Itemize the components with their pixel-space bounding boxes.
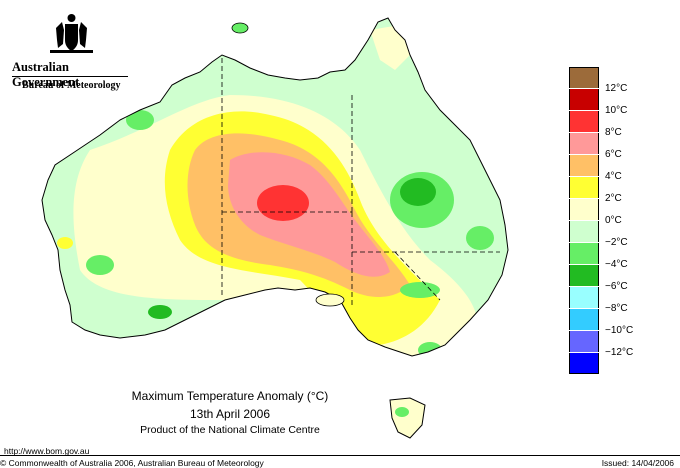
legend-label: −12°C bbox=[605, 347, 634, 358]
legend-swatch bbox=[569, 111, 599, 132]
footer-divider bbox=[0, 455, 680, 456]
cool-patch-victoria bbox=[418, 342, 442, 356]
tiwi-islands bbox=[231, 22, 249, 34]
legend-swatch bbox=[569, 353, 599, 374]
legend-label: −8°C bbox=[605, 303, 628, 314]
issued-date: Issued: 14/04/2006 bbox=[601, 458, 674, 468]
map-product-credit: Product of the National Climate Centre bbox=[140, 424, 320, 436]
legend-label: 4°C bbox=[605, 171, 622, 182]
anomaly-band-6-to-8 bbox=[228, 152, 390, 277]
legend-label: −2°C bbox=[605, 237, 628, 248]
legend-label: 10°C bbox=[605, 105, 628, 116]
cool-patch-west bbox=[86, 255, 114, 275]
legend-label: −4°C bbox=[605, 259, 628, 270]
legend-label: 2°C bbox=[605, 193, 622, 204]
legend-label: −6°C bbox=[605, 281, 628, 292]
government-title: Australian Government bbox=[12, 60, 80, 89]
cape-york-band bbox=[370, 25, 410, 70]
header-divider bbox=[12, 76, 128, 77]
legend-label: 0°C bbox=[605, 215, 622, 226]
legend-swatch bbox=[569, 309, 599, 330]
cool-patch-southeast bbox=[400, 282, 440, 298]
legend-swatch bbox=[569, 287, 599, 308]
legend-swatch bbox=[569, 67, 599, 88]
legend-swatch bbox=[569, 155, 599, 176]
legend-label: 6°C bbox=[605, 149, 622, 160]
website-link[interactable]: http://www.bom.gov.au bbox=[4, 446, 90, 456]
legend-label: 12°C bbox=[605, 83, 628, 94]
legend-swatch bbox=[569, 177, 599, 198]
legend-swatch bbox=[569, 221, 599, 242]
kangaroo-island bbox=[315, 293, 345, 307]
tasmania-outline bbox=[389, 397, 426, 439]
map-date: 13th April 2006 bbox=[189, 407, 271, 421]
cool-patch-coast bbox=[466, 226, 494, 250]
legend-label: 8°C bbox=[605, 127, 622, 138]
cold-patch-southwest bbox=[148, 305, 172, 319]
state-borders bbox=[221, 58, 500, 308]
legend-swatch bbox=[569, 199, 599, 220]
legend-swatch bbox=[569, 89, 599, 110]
legend-swatch bbox=[569, 331, 599, 352]
legend-label: −10°C bbox=[605, 325, 634, 336]
copyright-text: © Commonwealth of Australia 2006, Austra… bbox=[0, 458, 264, 468]
crest-icon bbox=[50, 14, 93, 53]
legend-swatch bbox=[569, 133, 599, 154]
tasmania-cool-patch bbox=[395, 407, 409, 417]
cool-patch-kimberley bbox=[126, 110, 154, 130]
australia-outline bbox=[41, 17, 509, 357]
legend-swatch bbox=[569, 265, 599, 286]
coat-of-arms-logo bbox=[10, 10, 132, 95]
warm-patch-west bbox=[57, 237, 73, 249]
cold-patch-east bbox=[400, 178, 436, 206]
legend-swatch bbox=[569, 243, 599, 264]
anomaly-band-8-to-10 bbox=[257, 185, 309, 221]
bureau-title: Bureau of Meteorology bbox=[22, 80, 121, 91]
map-title: Maximum Temperature Anomaly (°C) bbox=[131, 389, 329, 403]
